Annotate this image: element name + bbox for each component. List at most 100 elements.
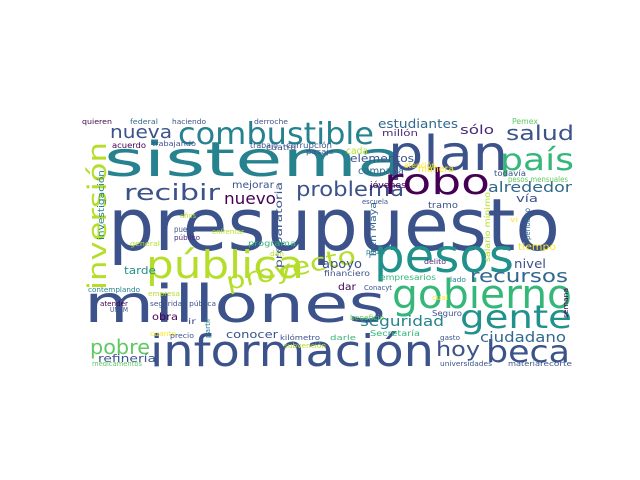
word-27: sólo (460, 123, 494, 137)
word-97: pasaje (306, 148, 334, 156)
word-26: estudiantes (378, 117, 458, 131)
word-25: seguridad (360, 314, 444, 330)
word-67: público (174, 234, 200, 242)
word-89: recorte (540, 360, 572, 368)
word-75: ir (188, 317, 197, 326)
word-66: años (180, 212, 196, 220)
word-54: trabajo (250, 141, 278, 150)
word-92: quieren (82, 118, 112, 126)
word-69: seguridad pública (150, 300, 216, 308)
word-13: inversión (83, 142, 113, 290)
word-10: país (500, 143, 574, 178)
word-3: información (150, 326, 434, 377)
word-77: precio (170, 332, 194, 340)
word-50: Secretaría (370, 329, 420, 338)
word-33: tarde (124, 264, 156, 277)
word-78: kilómetro (280, 334, 320, 342)
word-62: escuela (362, 198, 388, 206)
word-15: recibir (124, 181, 221, 206)
word-59: pesos mensuales (508, 175, 568, 184)
word-35: cada (346, 146, 368, 157)
word-34: vía (516, 192, 538, 205)
word-74: cuanto (150, 330, 176, 338)
word-7: gobierno (392, 272, 572, 318)
word-60: periódico (522, 208, 532, 240)
word-46: jóvenes (369, 180, 406, 191)
word-58: Pemex (512, 117, 538, 126)
word-52: Seguro (432, 309, 462, 318)
word-9: robo (384, 162, 490, 203)
word-37: mejorar (232, 180, 275, 191)
word-12: gente (460, 298, 572, 336)
word-88: materia (508, 360, 540, 368)
word-11: beca (486, 335, 570, 370)
word-45: manera (418, 164, 454, 175)
word-5: pública (146, 243, 304, 287)
word-47: tramo (428, 201, 459, 211)
word-21: recursos (470, 266, 568, 287)
word-86: gasto (440, 334, 460, 342)
word-55: cuatro (266, 143, 296, 152)
word-57: empresarios (380, 273, 436, 282)
word-96: trabajando (152, 140, 196, 148)
word-82: poder (366, 248, 386, 256)
word-22: nuevo (224, 189, 276, 208)
word-24: ciudadano (480, 330, 566, 346)
word-36: campaña (358, 166, 404, 177)
word-80: beneficio (350, 314, 384, 322)
word-53: acuerdo (112, 141, 146, 150)
word-99: vi (510, 216, 518, 224)
word-79: darle (330, 334, 356, 342)
word-76: partir (204, 318, 212, 338)
word-31: refinería (98, 352, 156, 365)
word-72: contemplando (88, 286, 140, 294)
word-95: derroche (254, 118, 288, 126)
word-42: investigación (96, 170, 107, 240)
word-18: salud (506, 121, 574, 145)
word-90: semana (562, 288, 570, 318)
word-93: federal (130, 118, 158, 126)
word-49: programa (248, 239, 296, 248)
word-19: pobre (90, 335, 150, 359)
word-98: cual (432, 294, 448, 302)
word-17: nueva (110, 122, 172, 143)
word-87: universidades (440, 360, 492, 368)
word-4: plan (388, 126, 508, 182)
word-65: enfrentar (212, 228, 244, 236)
word-83: delito (424, 258, 446, 266)
word-48: todavía (494, 169, 526, 178)
word-43: Tren Maya (369, 202, 379, 259)
word-8: combustible (178, 117, 374, 152)
word-41: preparatoria (274, 182, 285, 268)
word-63: atención (404, 160, 436, 170)
word-1: millones (84, 275, 386, 335)
word-0: presupuesto (108, 183, 560, 267)
word-38: obra (152, 312, 178, 323)
word-28: elementos (350, 152, 414, 165)
word-44: millón (382, 128, 418, 139)
word-20: hoy (436, 337, 480, 361)
word-39: dar (338, 282, 357, 293)
word-2: sistema (104, 132, 404, 188)
word-94: haciendo (172, 118, 206, 126)
word-84: lado (450, 276, 466, 284)
word-85: Conacyt (364, 284, 392, 292)
word-68: general (130, 240, 160, 248)
word-16: problema (296, 177, 404, 201)
word-40: tiempo (518, 242, 556, 253)
word-23: alrededor (488, 180, 572, 196)
word-91: medicamentos (92, 360, 142, 368)
word-81: subvención (284, 342, 326, 350)
word-6: pesos (374, 229, 514, 283)
word-73: empresa (148, 290, 180, 298)
word-30: nivel (514, 257, 546, 271)
word-70: UNAM (110, 306, 128, 314)
word-61: salario mínimo (483, 192, 492, 262)
word-64: puedo (174, 225, 196, 234)
word-29: apoyo (322, 257, 362, 271)
word-71: atender (100, 300, 128, 308)
word-56: corrupción (286, 140, 332, 150)
word-51: financiero (324, 269, 370, 278)
